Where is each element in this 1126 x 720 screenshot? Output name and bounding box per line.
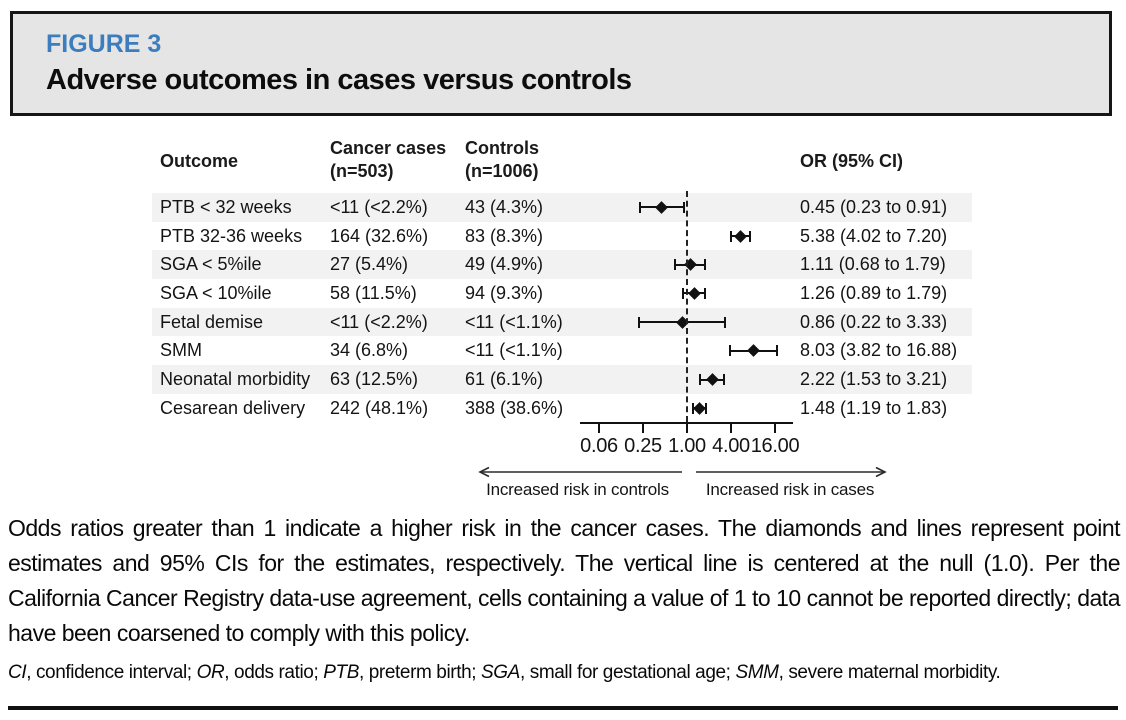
controls-cell: 83 (8.3%) <box>465 225 544 246</box>
left-arrow-icon <box>478 466 682 478</box>
abbreviations-footnote: CI, confidence interval; OR, odds ratio;… <box>8 662 1120 684</box>
outcome-cell: SGA < 5%ile <box>160 254 262 275</box>
ci-cap-high <box>683 201 685 213</box>
column-header-controls-line1: Controls <box>465 138 539 158</box>
column-header-cases-line1: Cancer cases <box>330 138 447 158</box>
x-axis-tick-label: 1.00 <box>668 435 706 457</box>
controls-cell: 49 (4.9%) <box>465 254 544 275</box>
outcome-cell: Neonatal morbidity <box>160 369 311 390</box>
outcome-cell: Cesarean delivery <box>160 397 306 418</box>
x-axis <box>580 422 793 424</box>
or-ci-cell: 0.86 (0.22 to 3.33) <box>800 311 948 332</box>
x-axis-tick <box>686 424 688 433</box>
x-axis-tick-label: 16.00 <box>750 435 800 457</box>
column-header-controls-line2: (n=1006) <box>465 161 539 181</box>
ci-cap-low <box>699 374 702 386</box>
ci-cap-low <box>730 230 733 242</box>
controls-cell: 61 (6.1%) <box>465 369 544 390</box>
cases-cell: 27 (5.4%) <box>330 254 409 275</box>
abbreviation-term: OR <box>196 662 225 683</box>
abbreviation-term: SGA <box>481 662 520 683</box>
row-stripe <box>152 365 972 394</box>
outcome-cell: PTB < 32 weeks <box>160 196 292 217</box>
outcome-cell: SGA < 10%ile <box>160 283 272 303</box>
cases-cell: 63 (12.5%) <box>330 369 419 390</box>
abbreviation-definition: , severe maternal morbidity. <box>778 662 1001 683</box>
x-axis-tick-label: 0.25 <box>624 435 662 457</box>
abbreviation-definition: , preterm birth; <box>359 662 482 683</box>
cases-cell: 34 (6.8%) <box>330 340 409 361</box>
or-ci-cell: 5.38 (4.02 to 7.20) <box>800 225 948 246</box>
cases-cell: 58 (11.5%) <box>330 283 417 303</box>
ci-cap-low <box>728 345 731 357</box>
ci-cap-high <box>748 230 751 242</box>
row-stripe <box>152 193 972 222</box>
x-axis-tick-label: 4.00 <box>712 435 750 457</box>
abbreviation-definition: , small for gestational age; <box>519 662 736 683</box>
figure-caption: Odds ratios greater than 1 indicate a hi… <box>8 515 1121 646</box>
outcome-cell: Fetal demise <box>160 311 264 332</box>
point-estimate-diamond <box>693 401 706 415</box>
ci-cap-low <box>691 402 694 414</box>
x-axis-tick <box>730 424 732 433</box>
cases-cell: 242 (48.1%) <box>330 397 429 418</box>
controls-cell: 388 (38.6%) <box>465 397 564 418</box>
figure-header: FIGURE 3 Adverse outcomes in cases versu… <box>10 11 1112 116</box>
row-stripe <box>152 250 972 280</box>
null-reference-line <box>686 191 688 422</box>
column-header-controls: Controls (n=1006) <box>465 137 539 183</box>
controls-cell: 43 (4.3%) <box>465 196 544 217</box>
column-header-cases: Cancer cases (n=503) <box>330 137 446 183</box>
x-axis-tick <box>598 424 600 433</box>
direction-label-controls: Increased risk in controls <box>486 480 669 499</box>
ci-cap-low <box>639 201 642 213</box>
ci-cap-low <box>682 287 685 299</box>
direction-label-cases: Increased risk in cases <box>705 480 875 499</box>
column-header-outcome: Outcome <box>160 151 239 171</box>
right-arrow-icon <box>696 466 887 478</box>
column-header-or: OR (95% CI) <box>800 151 904 171</box>
controls-cell: <11 (<1.1%) <box>465 340 563 361</box>
point-estimate-diamond <box>734 229 747 243</box>
cases-cell: <11 (<2.2%) <box>330 196 428 217</box>
cases-cell: 164 (32.6%) <box>330 225 429 246</box>
or-ci-cell: 1.48 (1.19 to 1.83) <box>800 397 948 418</box>
ci-cap-high <box>724 316 727 328</box>
column-header-cases-line2: (n=503) <box>330 161 394 181</box>
outcome-cell: SMM <box>160 340 202 361</box>
abbreviation-term: SMM <box>735 662 779 683</box>
point-estimate-diamond <box>746 344 760 358</box>
bottom-rule <box>8 706 1118 710</box>
abbreviation-term: PTB <box>323 662 359 683</box>
ci-cap-high <box>704 287 707 299</box>
x-axis-tick-label: 0.06 <box>580 435 618 457</box>
direction-arrows <box>478 466 887 478</box>
point-estimate-diamond <box>687 287 701 300</box>
cases-cell: <11 (<2.2%) <box>330 311 428 332</box>
abbreviation-definition: , confidence interval; <box>26 662 197 683</box>
or-ci-cell: 1.11 (0.68 to 1.79) <box>800 254 946 275</box>
or-ci-cell: 8.03 (3.82 to 16.88) <box>800 340 958 361</box>
figure-label: FIGURE 3 <box>46 30 162 58</box>
x-axis-tick <box>642 424 644 433</box>
or-ci-cell: 2.22 (1.53 to 3.21) <box>800 369 948 390</box>
ci-cap-high <box>723 374 726 386</box>
ci-cap-high <box>775 345 778 357</box>
controls-cell: 94 (9.3%) <box>465 283 544 303</box>
or-ci-cell: 1.26 (0.89 to 1.79) <box>800 283 948 303</box>
row-stripe <box>152 307 972 337</box>
outcome-cell: PTB 32-36 weeks <box>160 225 303 246</box>
ci-cap-high <box>704 259 707 271</box>
x-axis-tick <box>774 424 776 433</box>
ci-cap-low <box>673 259 676 271</box>
ci-cap-low <box>637 316 640 328</box>
figure-title: Adverse outcomes in cases versus control… <box>46 64 632 96</box>
ci-cap-high <box>705 402 708 414</box>
abbreviation-term: CI <box>8 662 27 683</box>
abbreviation-definition: , odds ratio; <box>224 662 324 683</box>
or-ci-cell: 0.45 (0.23 to 0.91) <box>800 196 948 217</box>
controls-cell: <11 (<1.1%) <box>465 311 563 332</box>
